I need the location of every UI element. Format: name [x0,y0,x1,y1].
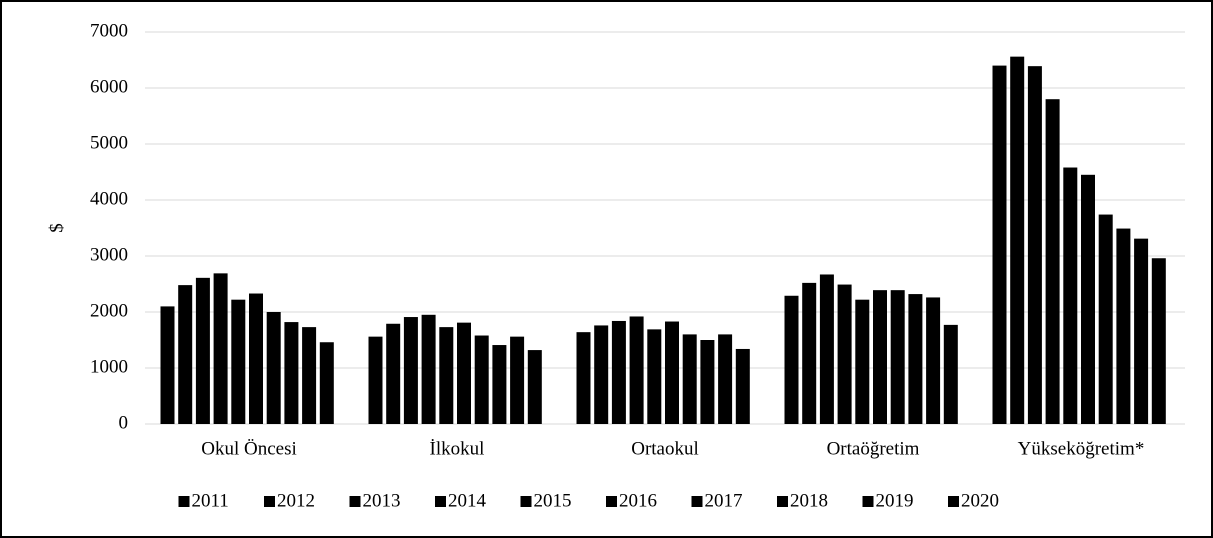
legend-marker [349,496,361,507]
legend-marker [948,496,959,507]
bar [527,350,542,424]
bar [1027,66,1042,424]
bar [784,295,799,424]
bar [735,348,750,424]
bar [1010,56,1025,424]
legend-label: 2015 [534,490,572,511]
bar [1134,238,1149,424]
bar [908,294,923,424]
bar [611,320,626,424]
bar [1063,167,1078,424]
bar [386,323,401,424]
legend-label: 2017 [705,490,743,511]
bar [474,335,489,424]
y-tick-label: 5000 [90,132,128,153]
x-tick-label: Okul Öncesi [201,438,297,459]
legend-label: 2018 [790,490,828,511]
bar [439,327,454,424]
bar [943,324,958,424]
y-tick-label: 4000 [90,188,128,209]
x-tick-label: İlkokul [430,438,485,459]
x-tick-label: Ortaöğretim [827,438,920,459]
legend-marker [606,496,617,507]
x-tick-label: Yükseköğretim* [1018,438,1145,459]
legend-marker [178,496,190,507]
bar [421,314,436,424]
y-tick-label: 2000 [90,300,128,321]
bar [510,336,525,424]
bar [231,299,246,424]
bar [819,274,834,424]
bar [1045,99,1060,424]
bar [319,342,334,424]
bar [890,290,905,424]
legend-label: 2020 [961,490,999,511]
bar [403,317,418,424]
x-tick-label: Ortaokul [631,438,699,459]
bar [457,322,471,424]
legend-label: 2019 [876,490,914,511]
legend-label: 2013 [363,490,401,511]
bar [1151,258,1166,424]
y-tick-label: 1000 [90,356,128,377]
bar [1081,174,1095,424]
legend-marker [435,496,446,507]
legend-label: 2014 [448,490,487,511]
bar [1116,228,1131,424]
y-axis-label: $ [46,223,67,233]
bar [682,334,697,424]
bar [195,277,210,424]
bar [1098,214,1113,424]
bar [266,312,281,424]
bar [926,297,941,424]
bar [284,322,299,424]
bar [492,345,507,424]
bar [802,282,817,424]
legend-label: 2016 [619,490,657,511]
legend-marker [264,496,275,507]
bar [855,299,870,424]
bar [992,65,1007,424]
bar [665,321,679,424]
legend-label: 2012 [277,490,315,511]
bar [629,316,644,424]
bar [700,340,715,424]
y-tick-label: 6000 [90,76,128,97]
bar [249,293,263,424]
legend-marker [777,496,788,507]
bar [837,284,852,424]
bar [594,325,609,424]
bar [718,334,733,424]
bar [213,273,228,424]
bar [873,290,887,424]
y-tick-label: 3000 [90,244,128,265]
bar [647,329,662,424]
bar [576,332,591,424]
legend-marker [691,496,703,507]
legend-marker [862,496,874,507]
y-tick-label: 0 [119,412,129,433]
legend-label: 2011 [192,490,229,511]
y-tick-label: 7000 [90,20,128,41]
bar [368,336,383,424]
bar [302,327,317,424]
legend-marker [520,496,532,507]
bar [160,306,175,424]
bar [178,285,193,424]
